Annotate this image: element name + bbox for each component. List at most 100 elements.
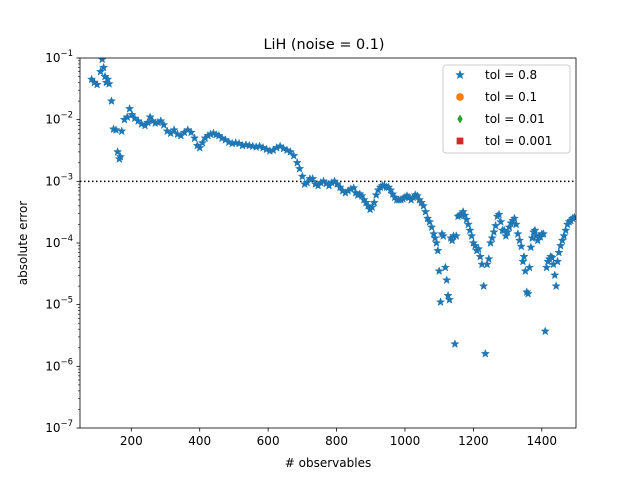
data-point [424, 216, 435, 226]
y-tick-label: 10−3 [45, 172, 73, 188]
data-point [92, 79, 102, 89]
data-point [494, 209, 504, 219]
legend-box [442, 64, 571, 154]
data-point [482, 259, 492, 269]
x-tick-label: 1400 [527, 434, 558, 448]
data-point [550, 270, 560, 280]
data-point [559, 231, 569, 240]
data-point [484, 254, 494, 263]
data-point [555, 240, 566, 250]
data-point [369, 197, 379, 207]
y-tick-label: 10−7 [45, 419, 73, 435]
data-point [466, 231, 477, 240]
data-point [557, 235, 567, 245]
data-point [285, 146, 296, 156]
data-point [473, 244, 484, 253]
data-point [509, 213, 520, 223]
data-point [429, 229, 439, 238]
data-point [526, 242, 536, 252]
data-point [487, 233, 497, 243]
data-point [538, 229, 549, 238]
data-point [385, 185, 396, 195]
data-point [458, 206, 468, 216]
data-point [115, 151, 126, 161]
data-point [363, 200, 373, 210]
x-tick-label: 200 [120, 434, 143, 448]
data-point [418, 200, 429, 210]
data-point [440, 262, 450, 272]
data-point [292, 157, 302, 167]
data-point [195, 142, 205, 152]
data-point [335, 182, 345, 192]
data-point [307, 173, 318, 183]
y-axis-label: absolute error [16, 201, 30, 286]
data-point [145, 112, 155, 122]
data-point [480, 348, 491, 358]
data-point [516, 241, 526, 251]
data-point [465, 225, 475, 235]
data-point [434, 266, 444, 276]
data-point [524, 262, 535, 272]
data-point [561, 225, 571, 235]
data-point [289, 150, 299, 160]
y-tick-label: 10−6 [45, 357, 73, 373]
data-point [554, 247, 564, 257]
legend-marker [455, 69, 465, 80]
data-point [433, 245, 443, 255]
x-tick-label: 800 [325, 434, 348, 448]
data-point [95, 66, 106, 76]
data-point [186, 127, 196, 137]
y-tick-label: 10−1 [45, 49, 73, 65]
data-point [523, 288, 533, 298]
data-point [463, 219, 473, 229]
data-point [552, 256, 563, 266]
data-point [422, 213, 433, 223]
data-point [511, 219, 521, 229]
data-point [431, 238, 442, 247]
x-tick-label: 1200 [458, 434, 489, 448]
data-point [475, 251, 485, 261]
data-point [438, 231, 448, 240]
data-point [443, 290, 453, 300]
legend-label: tol = 0.001 [485, 134, 552, 148]
data-point [104, 78, 114, 88]
chart-title: LiH (noise = 0.1) [263, 37, 384, 53]
legend-marker [456, 137, 464, 145]
data-point [485, 238, 496, 247]
data-point [348, 183, 359, 192]
data-point [112, 146, 123, 156]
data-point [124, 103, 135, 113]
data-point [541, 262, 552, 272]
data-point [156, 116, 166, 126]
data-point [451, 231, 461, 240]
x-tick-label: 400 [188, 434, 211, 448]
data-point [460, 210, 470, 220]
data-point [435, 297, 446, 307]
data-point [371, 190, 381, 199]
x-axis-label: # observables [285, 456, 371, 470]
data-point [420, 206, 431, 216]
legend-label: tol = 0.8 [485, 68, 537, 82]
data-point [430, 233, 440, 243]
data-point [98, 62, 109, 72]
data-point [540, 326, 550, 336]
data-point [357, 191, 367, 200]
data-point [502, 227, 513, 237]
y-ticks: 10−7 10−6 10−5 10−4 10−3 10−2 10−1 [45, 49, 80, 435]
data-points-layer [86, 58, 576, 358]
x-tick-label: 1000 [390, 434, 421, 448]
data-point [513, 229, 523, 238]
legend-label: tol = 0.1 [485, 90, 537, 104]
legend-marker [456, 93, 464, 101]
data-point [444, 294, 455, 304]
data-point [450, 339, 460, 348]
data-point [189, 133, 200, 143]
data-point [117, 126, 127, 136]
data-point [294, 163, 305, 173]
data-point [426, 222, 437, 232]
y-tick-label: 10−5 [45, 296, 73, 312]
legend-marker [457, 114, 463, 124]
y-tick-label: 10−2 [45, 111, 73, 127]
data-point [111, 125, 121, 134]
